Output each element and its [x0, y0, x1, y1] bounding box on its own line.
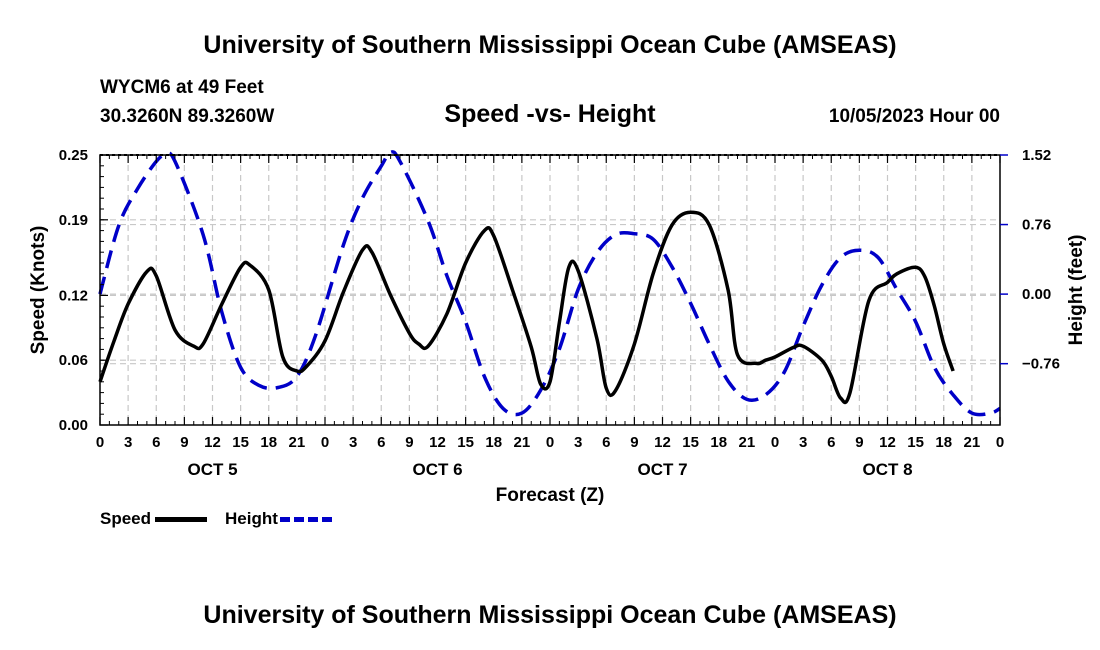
x-tick-label: 6 — [602, 434, 610, 451]
x-tick-label: 21 — [964, 434, 981, 451]
tick-layer — [99, 154, 1008, 426]
x-tick-label: 3 — [799, 434, 807, 451]
x-tick-label: 21 — [739, 434, 756, 451]
x-tick-label: 18 — [935, 434, 952, 451]
day-label: OCT 5 — [187, 460, 237, 479]
x-tick-label: 15 — [457, 434, 474, 451]
coordinates-label: 30.3260N 89.3260W — [100, 106, 275, 127]
y-tick-label: 0.12 — [59, 287, 88, 304]
x-tick-label: 12 — [879, 434, 896, 451]
grid-layer — [100, 154, 1000, 425]
x-tick-label: 0 — [321, 434, 329, 451]
day-label: OCT 7 — [637, 460, 687, 479]
x-tick-label: 0 — [96, 434, 104, 451]
x-tick-label: 9 — [630, 434, 638, 451]
legend-speed-swatch — [155, 517, 208, 523]
y-tick-label: 0.06 — [59, 352, 88, 369]
station-label: WYCM6 at 49 Feet — [100, 77, 264, 98]
x-tick-label: 9 — [405, 434, 413, 451]
legend-height-label: Height — [225, 509, 278, 528]
label-layer: 0 3 6 9 12 15 18 21 0 3 6 9 12 15 18 21 0 3 6 9 12 15 18 21 0 3 6 9… — [28, 147, 1087, 506]
x-tick-label: 18 — [710, 434, 727, 451]
y2-tick-label: 0.76 — [1022, 217, 1051, 234]
x-tick-label: 15 — [232, 434, 249, 451]
x-tick-label: 6 — [827, 434, 835, 451]
chart-subtitle: Speed -vs- Height — [444, 100, 656, 128]
x-tick-label: 9 — [180, 434, 188, 451]
x-tick-label: 6 — [152, 434, 160, 451]
x-tick-label: 12 — [654, 434, 671, 451]
y2-tick-label: −0.76 — [1022, 356, 1060, 373]
day-label: OCT 6 — [412, 460, 462, 479]
x-tick-label: 21 — [514, 434, 531, 451]
x-tick-label: 21 — [289, 434, 306, 451]
y-tick-label: 0.19 — [59, 212, 88, 229]
y-tick-label: 0.25 — [59, 147, 88, 164]
y2-tick-label: 0.00 — [1022, 286, 1051, 303]
x-tick-label: 15 — [682, 434, 699, 451]
x-tick-label: 12 — [429, 434, 446, 451]
y2-axis-title: Height (feet) — [1066, 235, 1087, 346]
x-tick-label: 0 — [546, 434, 554, 451]
x-tick-label: 9 — [855, 434, 863, 451]
x-tick-label: 3 — [124, 434, 132, 451]
x-tick-label: 18 — [485, 434, 502, 451]
y2-tick-label: 1.52 — [1022, 147, 1051, 164]
x-tick-label: 0 — [996, 434, 1004, 451]
legend: Speed Height — [100, 509, 332, 529]
legend-speed-label: Speed — [100, 509, 152, 528]
series-line-speed — [98, 210, 955, 405]
y-tick-label: 0.00 — [59, 417, 88, 434]
x-tick-label: 15 — [907, 434, 924, 451]
x-tick-label: 3 — [349, 434, 357, 451]
x-tick-label: 0 — [771, 434, 779, 451]
y-axis-title: Speed (Knots) — [28, 226, 49, 355]
series-layer — [98, 150, 1001, 417]
x-tick-label: 12 — [204, 434, 221, 451]
x-tick-label: 18 — [260, 434, 277, 451]
legend-height-swatch — [279, 517, 332, 523]
x-tick-label: 3 — [574, 434, 582, 451]
datetime-label: 10/05/2023 Hour 00 — [828, 106, 1000, 127]
x-tick-label: 6 — [377, 434, 385, 451]
chart-title-bottom: University of Southern Mississippi Ocean… — [203, 601, 897, 629]
chart-title-top: University of Southern Mississippi Ocean… — [203, 31, 897, 59]
day-label: OCT 8 — [862, 460, 912, 479]
x-axis-title: Forecast (Z) — [496, 485, 605, 506]
